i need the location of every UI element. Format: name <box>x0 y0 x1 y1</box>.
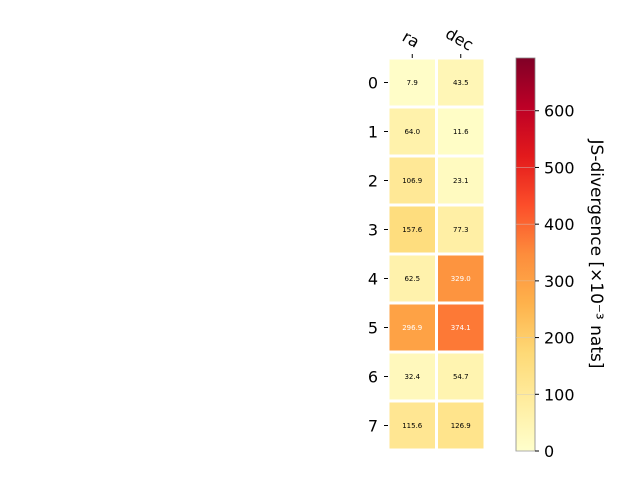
cell-value-label: 106.9 <box>402 177 422 185</box>
cell-value-label: 126.9 <box>451 422 471 430</box>
heatmap-cell <box>435 154 487 207</box>
heatmap-cell <box>435 399 487 452</box>
colorbar-tick-label: 500 <box>544 158 575 177</box>
row-label: 4 <box>368 270 378 289</box>
cell-value-label: 64.0 <box>404 128 420 136</box>
colorbar-gradient <box>515 57 536 452</box>
colorbar-tick-label: 0 <box>544 442 554 461</box>
heatmap-cell <box>435 203 487 256</box>
cell-value-label: 157.6 <box>402 226 423 234</box>
heatmap-cell <box>435 252 487 305</box>
row-label: 5 <box>368 319 378 338</box>
column-label: ra <box>399 27 423 52</box>
cell-value-label: 77.3 <box>453 226 469 234</box>
row-label: 1 <box>368 123 378 142</box>
cell-value-label: 296.9 <box>402 324 422 332</box>
heatmap-cells: 7.9 43.5 64.0 11.6 106.9 23.1 157.6 77.3 62.5 329… <box>386 56 487 452</box>
cell-value-label: 329.0 <box>451 275 471 283</box>
colorbar-tick-label: 600 <box>544 102 575 121</box>
column-label: dec <box>442 24 476 55</box>
cell-value-label: 374.1 <box>451 324 471 332</box>
column-labels: ra dec <box>399 24 477 58</box>
colorbar-tick-label: 300 <box>544 272 575 291</box>
cell-value-label: 7.9 <box>407 79 418 87</box>
row-label: 0 <box>368 74 378 93</box>
row-label: 7 <box>368 417 378 436</box>
colorbar-label: JS-divergence [×10⁻³ nats] <box>586 139 606 369</box>
colorbar-tick-label: 200 <box>544 329 575 348</box>
colorbar-tick-label: 100 <box>544 385 575 404</box>
cell-value-label: 115.6 <box>402 422 423 430</box>
cell-value-label: 23.1 <box>453 177 469 185</box>
cell-value-label: 43.5 <box>453 79 469 87</box>
row-label: 6 <box>368 368 378 387</box>
colorbar: 0 100 200 300 400 500 600 JS-divergence [×10⁻³… <box>515 57 606 461</box>
colorbar-tick-label: 400 <box>544 215 575 234</box>
row-labels: 0 1 2 3 4 5 6 7 <box>368 74 388 436</box>
row-label: 2 <box>368 172 378 191</box>
cell-value-label: 11.6 <box>453 128 469 136</box>
row-label: 3 <box>368 221 378 240</box>
heatmap-cell <box>435 105 487 158</box>
cell-value-label: 62.5 <box>404 275 420 283</box>
colorbar-ticks: 0 100 200 300 400 500 600 <box>516 102 575 461</box>
cell-value-label: 32.4 <box>404 373 420 381</box>
cell-value-label: 54.7 <box>453 373 469 381</box>
